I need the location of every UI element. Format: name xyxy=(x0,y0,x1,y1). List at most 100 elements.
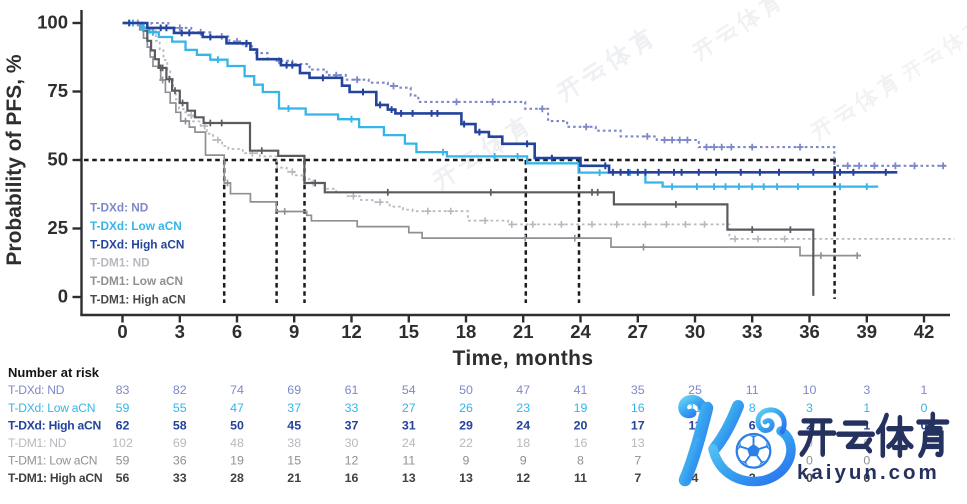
svg-text:T-DM1: High aCN: T-DM1: High aCN xyxy=(8,471,102,485)
svg-text:102: 102 xyxy=(112,436,133,450)
svg-text:19: 19 xyxy=(574,401,588,415)
svg-text:74: 74 xyxy=(230,383,244,397)
svg-text:82: 82 xyxy=(173,383,187,397)
svg-text:13: 13 xyxy=(631,436,645,450)
svg-text:29: 29 xyxy=(459,418,473,432)
svg-text:0: 0 xyxy=(117,321,127,342)
svg-text:8: 8 xyxy=(749,401,756,415)
svg-text:75: 75 xyxy=(47,80,68,101)
svg-text:0: 0 xyxy=(806,471,813,485)
svg-text:Number at risk: Number at risk xyxy=(8,365,100,380)
svg-text:kaiyun.com: kaiyun.com xyxy=(797,461,940,484)
svg-text:35: 35 xyxy=(631,383,645,397)
svg-text:38: 38 xyxy=(287,436,301,450)
svg-text:T-DXd: ND: T-DXd: ND xyxy=(8,383,65,397)
svg-text:25: 25 xyxy=(688,383,702,397)
svg-text:100: 100 xyxy=(37,12,68,33)
svg-text:15: 15 xyxy=(399,321,420,342)
svg-text:11: 11 xyxy=(574,471,587,485)
svg-text:16: 16 xyxy=(631,401,645,415)
svg-text:24: 24 xyxy=(570,321,591,342)
svg-text:69: 69 xyxy=(287,383,301,397)
svg-text:T-DM1: Low aCN: T-DM1: Low aCN xyxy=(90,274,183,288)
svg-text:21: 21 xyxy=(513,321,534,342)
svg-text:Probability of PFS, %: Probability of PFS, % xyxy=(3,54,26,266)
svg-text:50: 50 xyxy=(459,383,473,397)
svg-text:T-DM1: ND: T-DM1: ND xyxy=(8,436,67,450)
svg-text:1: 1 xyxy=(921,383,928,397)
svg-text:83: 83 xyxy=(116,383,130,397)
svg-text:1: 1 xyxy=(863,401,870,415)
svg-text:54: 54 xyxy=(402,383,416,397)
svg-text:28: 28 xyxy=(230,471,244,485)
svg-text:12: 12 xyxy=(345,454,359,468)
svg-text:37: 37 xyxy=(345,418,359,432)
svg-text:23: 23 xyxy=(516,401,530,415)
svg-text:13: 13 xyxy=(402,471,416,485)
svg-text:7: 7 xyxy=(634,471,641,485)
svg-text:19: 19 xyxy=(230,454,244,468)
svg-text:58: 58 xyxy=(173,418,187,432)
svg-text:33: 33 xyxy=(742,321,763,342)
svg-text:36: 36 xyxy=(173,454,187,468)
svg-text:45: 45 xyxy=(287,418,301,432)
svg-text:47: 47 xyxy=(230,401,244,415)
svg-text:41: 41 xyxy=(574,383,588,397)
svg-text:9: 9 xyxy=(289,321,299,342)
svg-text:12: 12 xyxy=(516,471,530,485)
svg-text:0: 0 xyxy=(806,454,813,468)
svg-text:30: 30 xyxy=(345,436,359,450)
svg-text:T-DXd: Low aCN: T-DXd: Low aCN xyxy=(8,401,95,415)
svg-text:11: 11 xyxy=(402,454,415,468)
svg-text:56: 56 xyxy=(116,471,130,485)
svg-text:17: 17 xyxy=(631,418,645,432)
svg-text:6: 6 xyxy=(232,321,242,342)
svg-text:11: 11 xyxy=(746,383,759,397)
svg-text:18: 18 xyxy=(516,436,530,450)
svg-text:69: 69 xyxy=(173,436,187,450)
svg-text:33: 33 xyxy=(345,401,359,415)
svg-text:59: 59 xyxy=(116,401,130,415)
svg-text:16: 16 xyxy=(345,471,359,485)
svg-text:62: 62 xyxy=(116,418,130,432)
svg-text:37: 37 xyxy=(287,401,301,415)
svg-text:Time, months: Time, months xyxy=(453,347,594,370)
svg-text:20: 20 xyxy=(574,418,588,432)
svg-text:9: 9 xyxy=(520,454,527,468)
svg-text:3: 3 xyxy=(175,321,185,342)
svg-text:0: 0 xyxy=(58,286,68,307)
svg-text:26: 26 xyxy=(459,401,473,415)
svg-text:T-DM1: ND: T-DM1: ND xyxy=(90,256,150,270)
svg-text:4: 4 xyxy=(692,471,699,485)
svg-text:9: 9 xyxy=(463,454,470,468)
svg-text:47: 47 xyxy=(516,383,530,397)
svg-text:24: 24 xyxy=(402,436,416,450)
svg-text:T-DXd: High aCN: T-DXd: High aCN xyxy=(8,418,101,432)
svg-text:36: 36 xyxy=(799,321,820,342)
svg-text:25: 25 xyxy=(47,217,68,238)
svg-text:10: 10 xyxy=(803,383,817,397)
svg-text:T-DM1: Low aCN: T-DM1: Low aCN xyxy=(8,454,97,468)
svg-text:31: 31 xyxy=(402,418,416,432)
svg-text:48: 48 xyxy=(230,436,244,450)
svg-text:0: 0 xyxy=(863,454,870,468)
svg-text:61: 61 xyxy=(345,383,359,397)
svg-text:0: 0 xyxy=(863,471,870,485)
svg-text:3: 3 xyxy=(863,383,870,397)
svg-text:16: 16 xyxy=(574,436,588,450)
svg-text:27: 27 xyxy=(402,401,416,415)
svg-text:59: 59 xyxy=(116,454,130,468)
svg-text:21: 21 xyxy=(287,471,301,485)
svg-text:50: 50 xyxy=(47,149,68,170)
svg-text:15: 15 xyxy=(287,454,301,468)
svg-text:39: 39 xyxy=(857,321,878,342)
svg-text:T-DXd: High aCN: T-DXd: High aCN xyxy=(90,237,184,251)
svg-text:7: 7 xyxy=(634,454,641,468)
svg-text:22: 22 xyxy=(459,436,473,450)
svg-text:33: 33 xyxy=(173,471,187,485)
svg-text:3: 3 xyxy=(806,401,813,415)
svg-text:0: 0 xyxy=(921,418,928,432)
svg-text:T-DXd: Low aCN: T-DXd: Low aCN xyxy=(90,219,182,233)
svg-text:27: 27 xyxy=(628,321,649,342)
svg-text:12: 12 xyxy=(341,321,362,342)
